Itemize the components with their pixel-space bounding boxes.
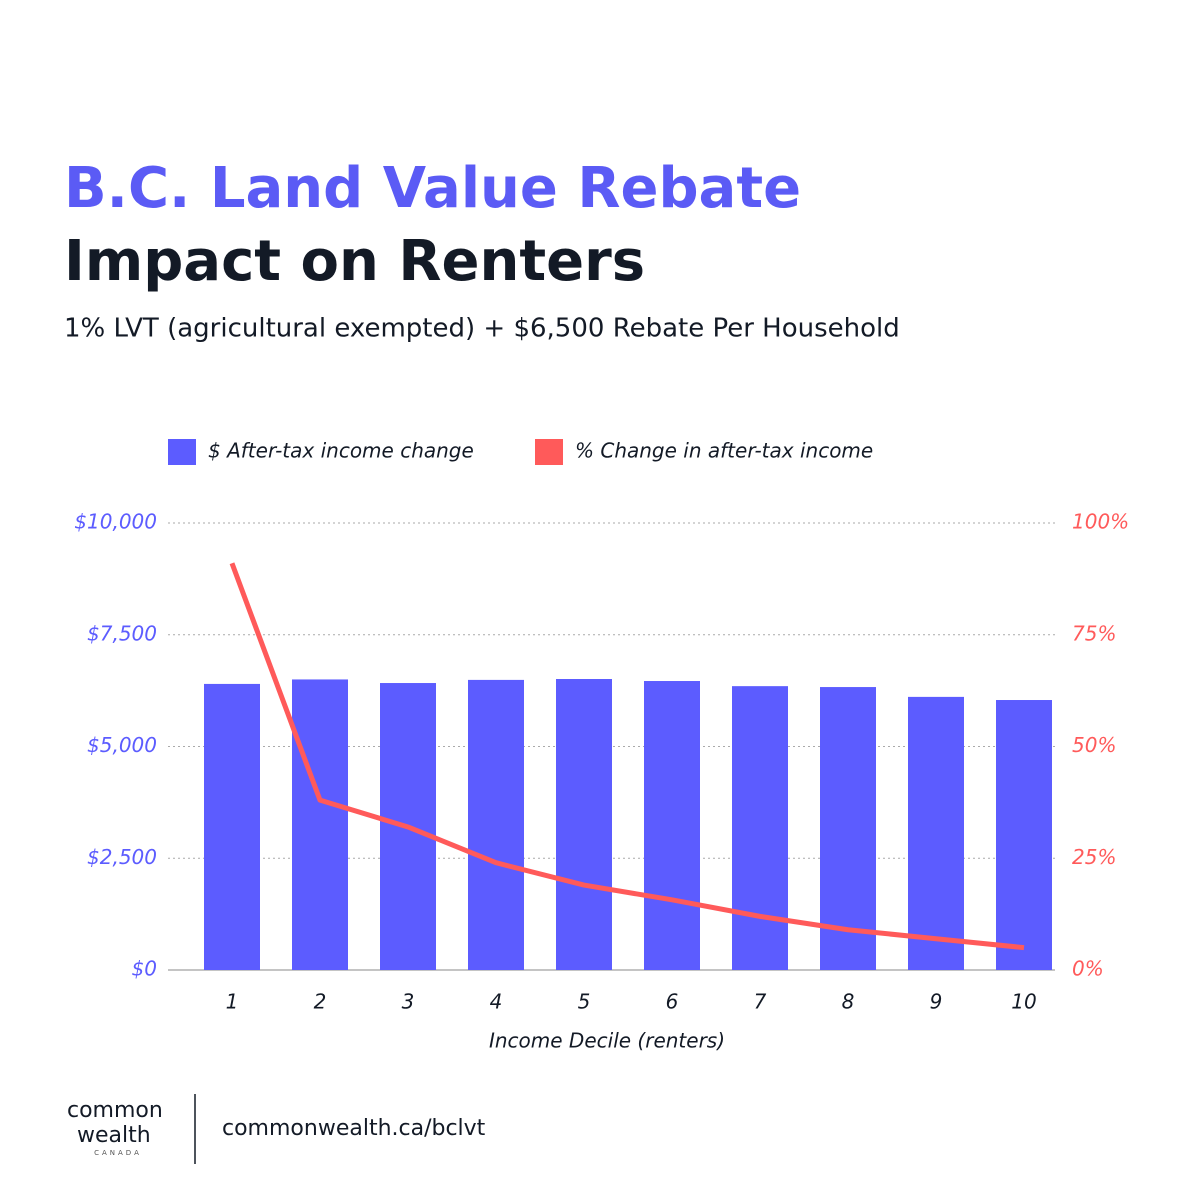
y-tick-label: $5,000 — [87, 733, 157, 757]
logo-text: CANADA — [94, 1149, 142, 1157]
chart-title: B.C. Land Value Rebate — [64, 156, 801, 221]
x-axis-label: Income Decile (renters) — [489, 1029, 725, 1053]
legend-label: $ After-tax income change — [208, 439, 474, 463]
bar — [996, 700, 1052, 970]
bar — [556, 679, 612, 970]
footer-url: commonwealth.ca/bclvt — [222, 1116, 486, 1141]
logo-text: wealth — [77, 1123, 151, 1148]
x-tick-label: 3 — [402, 990, 415, 1014]
y2-tick-label: 75% — [1072, 621, 1116, 645]
x-tick-label: 2 — [314, 990, 327, 1014]
y-tick-label: $7,500 — [87, 621, 157, 645]
x-tick-label: 6 — [666, 990, 679, 1014]
logo-text: common — [67, 1098, 163, 1123]
chart-subtitle-main: Impact on Renters — [64, 229, 645, 294]
bar — [292, 679, 348, 970]
chart-subtitle: 1% LVT (agricultural exempted) + $6,500 … — [64, 314, 900, 344]
x-tick-label: 1 — [226, 990, 239, 1014]
x-tick-label: 9 — [930, 990, 943, 1014]
y-tick-label: $10,000 — [74, 510, 157, 534]
bar — [732, 686, 788, 970]
legend-swatch — [535, 439, 563, 465]
bar — [820, 687, 876, 970]
y2-tick-label: 0% — [1072, 957, 1104, 981]
legend-label: % Change in after-tax income — [575, 439, 873, 463]
bar — [644, 681, 700, 970]
x-tick-label: 7 — [754, 990, 767, 1014]
y2-tick-label: 100% — [1072, 510, 1129, 534]
bar — [468, 679, 524, 970]
x-tick-label: 5 — [578, 990, 591, 1014]
x-tick-label: 4 — [490, 990, 503, 1014]
y-tick-label: $2,500 — [87, 845, 157, 869]
y-tick-label: $0 — [132, 957, 157, 981]
y2-tick-label: 25% — [1072, 845, 1116, 869]
bar — [204, 683, 260, 970]
line — [229, 562, 1025, 951]
x-tick-label: 10 — [1011, 990, 1036, 1014]
y2-tick-label: 50% — [1072, 733, 1116, 757]
legend-swatch — [168, 439, 196, 465]
x-tick-label: 8 — [842, 990, 855, 1014]
bar — [908, 696, 964, 970]
